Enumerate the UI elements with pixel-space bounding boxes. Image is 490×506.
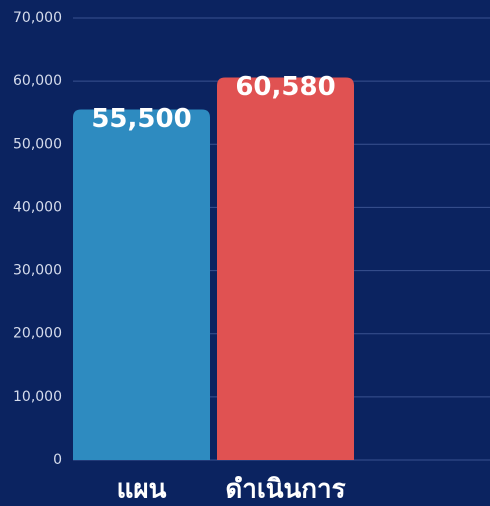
value-label: 60,580 bbox=[235, 72, 335, 102]
bar bbox=[73, 109, 210, 461]
bar bbox=[217, 77, 354, 461]
y-tick-label: 20,000 bbox=[13, 326, 62, 342]
x-tick-label: ดำเนินการ bbox=[225, 475, 345, 505]
y-tick-label: 50,000 bbox=[13, 136, 62, 152]
y-tick-label: 60,000 bbox=[13, 73, 62, 89]
y-tick-label: 0 bbox=[53, 452, 62, 468]
y-tick-label: 70,000 bbox=[13, 10, 62, 26]
x-tick-label: แผน bbox=[117, 475, 167, 505]
y-tick-label: 40,000 bbox=[13, 199, 62, 215]
value-label: 55,500 bbox=[91, 104, 191, 134]
y-tick-label: 10,000 bbox=[13, 389, 62, 405]
y-tick-label: 30,000 bbox=[13, 263, 62, 279]
